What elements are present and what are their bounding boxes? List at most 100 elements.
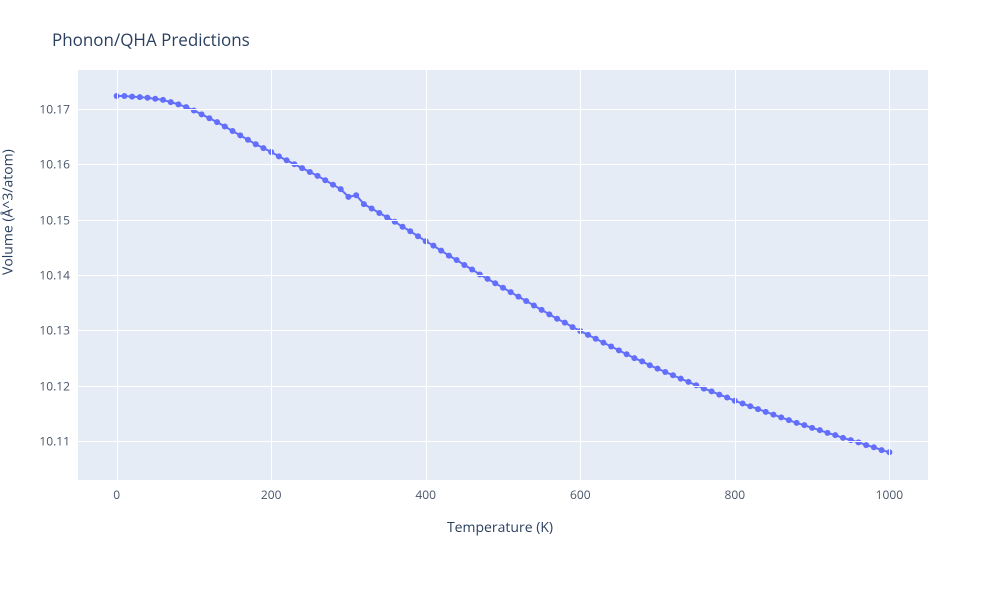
data-point[interactable] (322, 177, 328, 183)
data-point[interactable] (608, 343, 614, 349)
data-point[interactable] (168, 99, 174, 105)
data-point[interactable] (121, 93, 127, 99)
data-point[interactable] (237, 132, 243, 138)
data-point[interactable] (492, 280, 498, 286)
data-point[interactable] (639, 358, 645, 364)
data-point[interactable] (353, 192, 359, 198)
data-point[interactable] (709, 388, 715, 394)
data-point[interactable] (539, 307, 545, 313)
data-point[interactable] (145, 95, 151, 101)
data-point[interactable] (175, 101, 181, 107)
data-point[interactable] (500, 285, 506, 291)
data-point[interactable] (152, 96, 158, 102)
data-point[interactable] (415, 233, 421, 239)
data-point[interactable] (276, 153, 282, 159)
data-point[interactable] (454, 257, 460, 263)
data-point[interactable] (199, 111, 205, 117)
data-point[interactable] (469, 266, 475, 272)
data-point[interactable] (685, 379, 691, 385)
data-point[interactable] (485, 276, 491, 282)
data-point[interactable] (129, 94, 135, 100)
data-point[interactable] (284, 157, 290, 163)
data-point[interactable] (330, 182, 336, 188)
data-point[interactable] (825, 430, 831, 436)
data-point[interactable] (361, 201, 367, 207)
data-point[interactable] (523, 298, 529, 304)
y-tick-label: 10.11 (10, 433, 70, 450)
data-point[interactable] (770, 412, 776, 418)
data-point[interactable] (740, 401, 746, 407)
data-point[interactable] (570, 324, 576, 330)
data-point[interactable] (662, 369, 668, 375)
data-point[interactable] (809, 425, 815, 431)
data-point[interactable] (794, 420, 800, 426)
data-point[interactable] (678, 376, 684, 382)
data-point[interactable] (647, 362, 653, 368)
data-point[interactable] (315, 173, 321, 179)
data-point[interactable] (446, 253, 452, 259)
data-point[interactable] (600, 340, 606, 346)
gridline-h (78, 330, 928, 331)
data-point[interactable] (508, 289, 514, 295)
gridline-h (78, 386, 928, 387)
data-point[interactable] (260, 145, 266, 151)
data-point[interactable] (515, 294, 521, 300)
gridline-h (78, 441, 928, 442)
data-point[interactable] (554, 316, 560, 322)
data-point[interactable] (840, 435, 846, 441)
data-point[interactable] (438, 248, 444, 254)
data-point[interactable] (531, 302, 537, 308)
data-point[interactable] (345, 194, 351, 200)
gridline-h (78, 109, 928, 110)
data-point[interactable] (376, 210, 382, 216)
data-point[interactable] (616, 347, 622, 353)
y-tick-label: 10.12 (10, 377, 70, 394)
data-point[interactable] (724, 394, 730, 400)
x-tick-label: 1000 (876, 486, 903, 503)
data-point[interactable] (655, 366, 661, 372)
data-point[interactable] (801, 422, 807, 428)
x-tick-label: 800 (725, 486, 746, 503)
data-point[interactable] (206, 115, 212, 121)
data-point[interactable] (407, 228, 413, 234)
data-point[interactable] (871, 444, 877, 450)
data-point[interactable] (848, 437, 854, 443)
data-point[interactable] (879, 447, 885, 453)
data-point[interactable] (245, 137, 251, 143)
y-tick-label: 10.15 (10, 211, 70, 228)
data-point[interactable] (863, 442, 869, 448)
data-point[interactable] (214, 119, 220, 125)
data-point[interactable] (832, 432, 838, 438)
data-point[interactable] (253, 141, 259, 147)
data-point[interactable] (430, 243, 436, 249)
data-point[interactable] (230, 128, 236, 134)
x-tick-label: 600 (570, 486, 591, 503)
gridline-h (78, 275, 928, 276)
data-point[interactable] (400, 224, 406, 230)
gridline-h (78, 220, 928, 221)
data-point[interactable] (817, 427, 823, 433)
y-tick-label: 10.13 (10, 322, 70, 339)
y-tick-label: 10.14 (10, 267, 70, 284)
data-point[interactable] (670, 372, 676, 378)
data-point[interactable] (137, 94, 143, 100)
data-point[interactable] (624, 351, 630, 357)
data-point[interactable] (755, 406, 761, 412)
data-point[interactable] (631, 355, 637, 361)
data-point[interactable] (546, 311, 552, 317)
data-point[interactable] (369, 206, 375, 212)
data-point[interactable] (461, 262, 467, 268)
data-point[interactable] (338, 186, 344, 192)
data-point[interactable] (562, 320, 568, 326)
data-point[interactable] (585, 332, 591, 338)
data-point[interactable] (307, 169, 313, 175)
data-point[interactable] (222, 124, 228, 130)
data-point[interactable] (763, 409, 769, 415)
data-point[interactable] (716, 392, 722, 398)
data-point[interactable] (593, 336, 599, 342)
data-point[interactable] (778, 414, 784, 420)
data-point[interactable] (299, 165, 305, 171)
data-point[interactable] (160, 97, 166, 103)
data-point[interactable] (786, 417, 792, 423)
data-point[interactable] (747, 403, 753, 409)
